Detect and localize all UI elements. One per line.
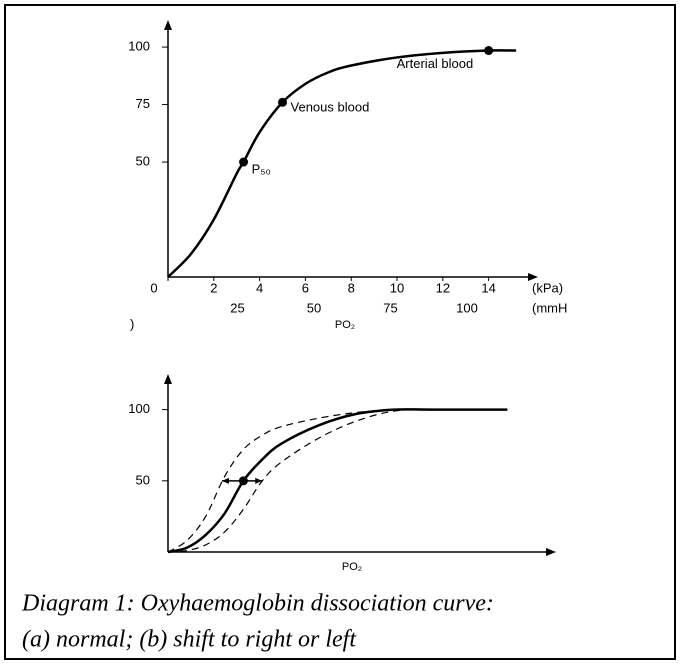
y-tick-label: 50: [136, 472, 150, 487]
caption-line: (a) normal; (b) shift to right or left: [22, 627, 357, 653]
point: [278, 97, 288, 107]
y-tick-label: 100: [128, 39, 150, 54]
x-tick-label: 12: [436, 280, 450, 295]
x-tick-label: 0: [150, 280, 157, 295]
panel-label: ): [130, 316, 134, 331]
frame: [4, 4, 676, 660]
x2-tick-label: 25: [230, 300, 244, 315]
curve: [167, 49, 517, 278]
y-tick-label: 50: [136, 153, 150, 168]
point: [239, 157, 249, 167]
point: [484, 46, 494, 56]
x-tick-label: 10: [390, 280, 404, 295]
x-tick-label: 2: [210, 280, 217, 295]
y-tick-label: 75: [136, 96, 150, 111]
point-label: P₅₀: [252, 161, 271, 176]
y-tick-label: 100: [128, 401, 150, 416]
axis-arrow: [528, 273, 538, 281]
x-tick-label: 8: [348, 280, 355, 295]
x2-tick-label: 50: [307, 300, 321, 315]
x2-tick-label: 100: [456, 300, 478, 315]
x-tick-label: 4: [256, 280, 263, 295]
axis-arrow: [164, 20, 172, 30]
point-label: Venous blood: [291, 100, 370, 115]
x-unit: (kPa): [532, 280, 563, 295]
axis-arrow: [164, 374, 172, 384]
x-tick-label: 6: [302, 280, 309, 295]
x-axis-label: PO₂: [342, 561, 362, 573]
point-label: Arterial blood: [397, 56, 474, 71]
axis-arrow: [546, 548, 556, 556]
caption-line: Diagram 1: Oxyhaemoglobin dissociation c…: [21, 591, 494, 617]
point: [238, 476, 248, 486]
x2-unit: (mmH: [532, 300, 567, 315]
x2-tick-label: 75: [383, 300, 397, 315]
x-axis-label: PO₂: [335, 319, 355, 331]
curve: [167, 408, 508, 553]
x-tick-label: 14: [481, 280, 495, 295]
curve: [167, 408, 508, 554]
curve: [167, 408, 508, 553]
